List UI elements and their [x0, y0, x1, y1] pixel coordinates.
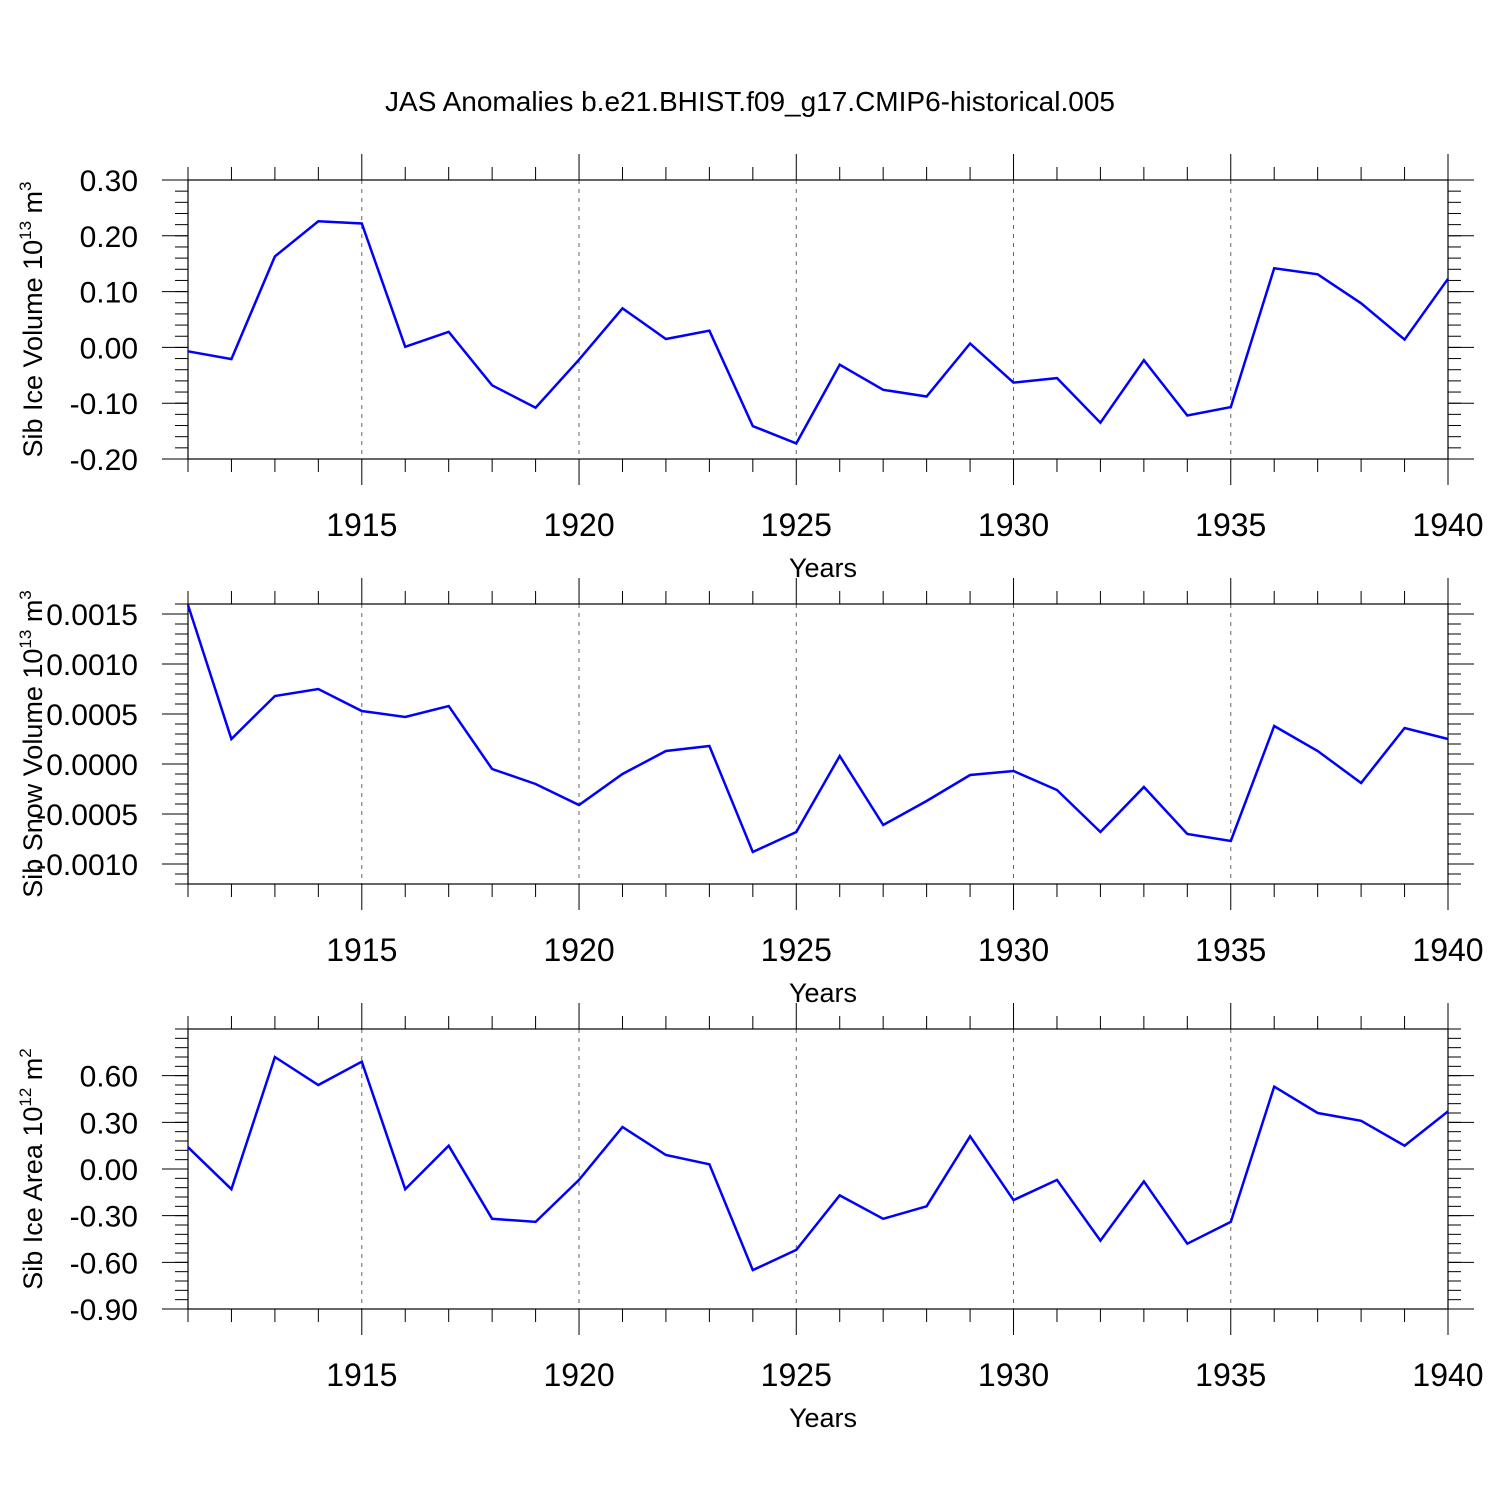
series-line [187, 220, 1450, 445]
y-axis-label-text: m [18, 191, 48, 221]
chart-panel-3: -0.90 -0.60 -0.30 0.00 0.30 0.60 1915 1920 1925 1… [16, 1003, 1484, 1433]
x-tick-label: 1930 [978, 507, 1049, 543]
chart-panel-2: -0.0010 -0.0005 0.0000 0.0005 0.0010 0.0015 19… [16, 578, 1484, 1008]
y-tick-label: 0.0000 [46, 749, 138, 782]
y-axis-label-superscript: 12 [16, 1088, 35, 1107]
y-tick-label: 0.00 [80, 1154, 138, 1187]
figure-title: JAS Anomalies b.e21.BHIST.f09_g17.CMIP6-… [385, 86, 1115, 117]
y-axis-label: Sib Ice Area 1012 m2 [16, 1048, 48, 1290]
y-tick-label: 0.0015 [46, 599, 138, 632]
x-tick-label: 1930 [978, 1357, 1049, 1393]
x-axis-label: Years [789, 1403, 857, 1433]
y-axis-label-superscript: 3 [16, 590, 35, 599]
y-axis-label-text: m [18, 1058, 48, 1088]
y-tick-label: -0.0005 [36, 799, 138, 832]
y-axis-label-text: Sib Ice Area 10 [18, 1107, 48, 1290]
y-tick-label: -0.10 [70, 388, 138, 421]
y-axis-label: Sib Ice Volume 1013 m3 [16, 181, 48, 457]
y-tick-label: 0.10 [80, 277, 138, 310]
y-tick-label: 0.0010 [46, 649, 138, 682]
x-tick-label: 1920 [543, 1357, 614, 1393]
x-tick-label: 1940 [1412, 507, 1483, 543]
x-tick-label: 1925 [761, 932, 832, 968]
x-tick-label: 1935 [1195, 932, 1266, 968]
y-tick-label: 0.30 [80, 165, 138, 198]
x-tick-label: 1920 [543, 932, 614, 968]
y-tick-label: -0.20 [70, 444, 138, 477]
x-tick-label: 1915 [326, 932, 397, 968]
x-axis-label: Years [789, 553, 857, 583]
series-line [187, 1055, 1449, 1272]
chart-panel-1: -0.20 -0.10 0.00 0.10 0.20 0.30 1915 1920 1925 19… [16, 154, 1484, 583]
y-axis-label-superscript: 2 [16, 1048, 35, 1057]
y-tick-label: 0.20 [80, 221, 138, 254]
y-tick-label: -0.90 [70, 1294, 138, 1327]
y-tick-label: 0.30 [80, 1107, 138, 1140]
y-axis-label-text: Sib Snow Volume 10 [18, 649, 48, 898]
y-tick-label: -0.0010 [36, 849, 138, 882]
y-axis-label: Sib Snow Volume 1013 m3 [16, 590, 48, 898]
x-tick-label: 1925 [761, 507, 832, 543]
y-axis-label-superscript: 3 [16, 181, 35, 190]
x-tick-label: 1940 [1412, 1357, 1483, 1393]
y-axis-label-text: Sib Ice Volume 10 [18, 240, 48, 458]
plot-frame [187, 1028, 1449, 1310]
y-tick-label: -0.60 [70, 1247, 138, 1280]
y-axis-label-superscript: 13 [16, 630, 35, 649]
x-tick-label: 1915 [326, 507, 397, 543]
plot-frame [187, 603, 1449, 885]
y-tick-label: 0.60 [80, 1061, 138, 1094]
x-tick-label: 1915 [326, 1357, 397, 1393]
series-line [186, 604, 1449, 854]
y-tick-label: 0.0005 [46, 699, 138, 732]
y-axis-label-text: m [18, 600, 48, 630]
y-axis-label-superscript: 13 [16, 221, 35, 240]
x-tick-label: 1940 [1412, 932, 1483, 968]
x-tick-label: 1935 [1195, 1357, 1266, 1393]
x-axis-label: Years [789, 978, 857, 1008]
plot-frame [187, 179, 1449, 460]
x-tick-label: 1935 [1195, 507, 1266, 543]
x-tick-label: 1920 [543, 507, 614, 543]
x-tick-label: 1930 [978, 932, 1049, 968]
y-tick-label: 0.00 [80, 332, 138, 365]
x-tick-label: 1925 [761, 1357, 832, 1393]
y-tick-label: -0.30 [70, 1201, 138, 1234]
